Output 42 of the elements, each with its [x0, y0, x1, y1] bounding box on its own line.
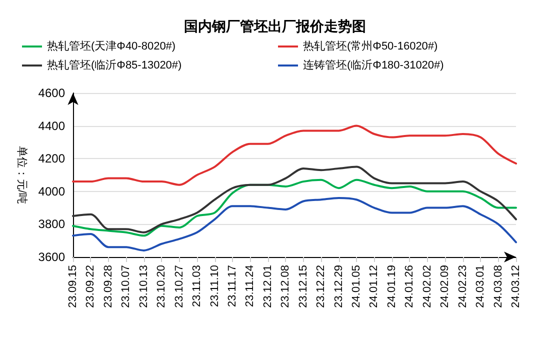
legend-label: 热轧管坯(天津Φ40-8020#)	[47, 40, 176, 52]
line-series	[72, 196, 517, 252]
x-tick-label: 23.11.24	[244, 265, 256, 308]
y-tick-label: 4400	[38, 118, 66, 133]
x-tick-label: 23.12.29	[332, 265, 345, 308]
y-tick-label: 4600	[38, 86, 66, 100]
x-tick-label: 23.10.20	[156, 265, 168, 308]
x-tick-label: 23.11.17	[226, 265, 238, 308]
x-tick-label: 24.01.19	[386, 265, 398, 308]
x-tick-label: 23.12.08	[280, 265, 292, 308]
x-tick-label: 23.12.15	[297, 265, 310, 308]
x-tick-label: 23.10.07	[120, 265, 132, 308]
y-axis-title: 单位：元/吨	[16, 146, 28, 204]
x-tick-label: 24.01.12	[368, 265, 380, 308]
legend-label: 热轧管坯(临沂Φ85-13020#)	[47, 58, 182, 72]
line-series	[72, 178, 517, 237]
x-tick-label: 24.03.12	[510, 265, 522, 308]
line-series	[72, 166, 517, 234]
y-tick-label: 3800	[38, 217, 66, 232]
x-tick-label: 23.12.01	[262, 265, 274, 308]
x-tick-label: 24.01.05	[350, 265, 363, 308]
legend-label: 连铸管坯(临沂Φ180-31020#)	[303, 58, 444, 72]
x-tick-label: 23.09.22	[84, 265, 97, 308]
x-tick-label: 24.03.01	[474, 265, 487, 308]
x-tick-label: 24.03.08	[492, 265, 504, 308]
line-series	[72, 124, 517, 186]
x-tick-label: 24.02.09	[439, 265, 452, 308]
x-tick-label: 23.10.13	[138, 265, 150, 308]
legend-label: 热轧管坯(常州Φ50-16020#)	[303, 40, 438, 52]
x-tick-label: 24.02.23	[456, 265, 469, 308]
x-tick-label: 24.01.26	[404, 265, 416, 308]
x-tick-label: 23.09.15	[67, 265, 79, 308]
y-tick-label: 4000	[38, 184, 66, 198]
x-tick-label: 23.11.03	[191, 265, 204, 308]
y-tick-label: 3600	[38, 250, 66, 264]
x-tick-label: 23.12.22	[315, 265, 328, 308]
y-tick-label: 4200	[38, 152, 66, 166]
chart-title: 国内钢厂管坯出厂报价走势图	[184, 18, 366, 34]
x-tick-label: 24.02.02	[421, 265, 434, 308]
x-tick-label: 23.11.10	[208, 265, 221, 308]
x-tick-label: 23.10.27	[173, 265, 186, 308]
x-tick-label: 23.09.28	[102, 265, 114, 308]
